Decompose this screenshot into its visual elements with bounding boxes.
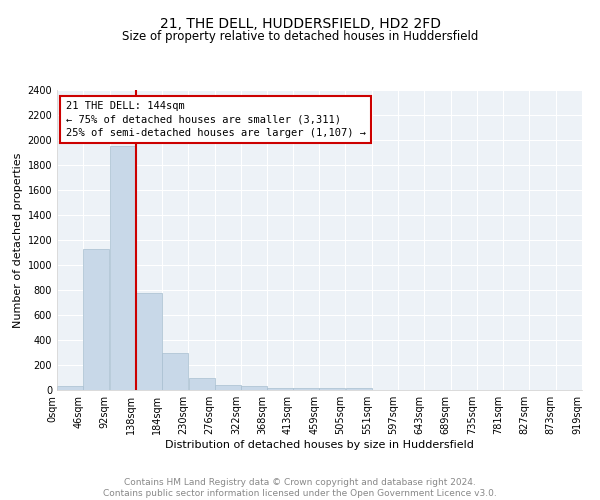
Text: 21 THE DELL: 144sqm
← 75% of detached houses are smaller (3,311)
25% of semi-det: 21 THE DELL: 144sqm ← 75% of detached ho… [65,101,365,138]
Bar [268,388,293,390]
Bar [136,293,162,390]
Text: Size of property relative to detached houses in Huddersfield: Size of property relative to detached ho… [122,30,478,43]
X-axis label: Distribution of detached houses by size in Huddersfield: Distribution of detached houses by size … [165,440,474,450]
Text: 21, THE DELL, HUDDERSFIELD, HD2 2FD: 21, THE DELL, HUDDERSFIELD, HD2 2FD [160,18,440,32]
Bar [188,378,215,390]
Bar [162,352,188,390]
Y-axis label: Number of detached properties: Number of detached properties [13,152,23,328]
Bar [83,248,109,390]
Bar [346,388,371,390]
Bar [293,388,319,390]
Text: Contains HM Land Registry data © Crown copyright and database right 2024.
Contai: Contains HM Land Registry data © Crown c… [103,478,497,498]
Bar [319,388,346,390]
Bar [57,386,83,390]
Bar [241,386,267,390]
Bar [215,385,241,390]
Bar [110,146,136,390]
